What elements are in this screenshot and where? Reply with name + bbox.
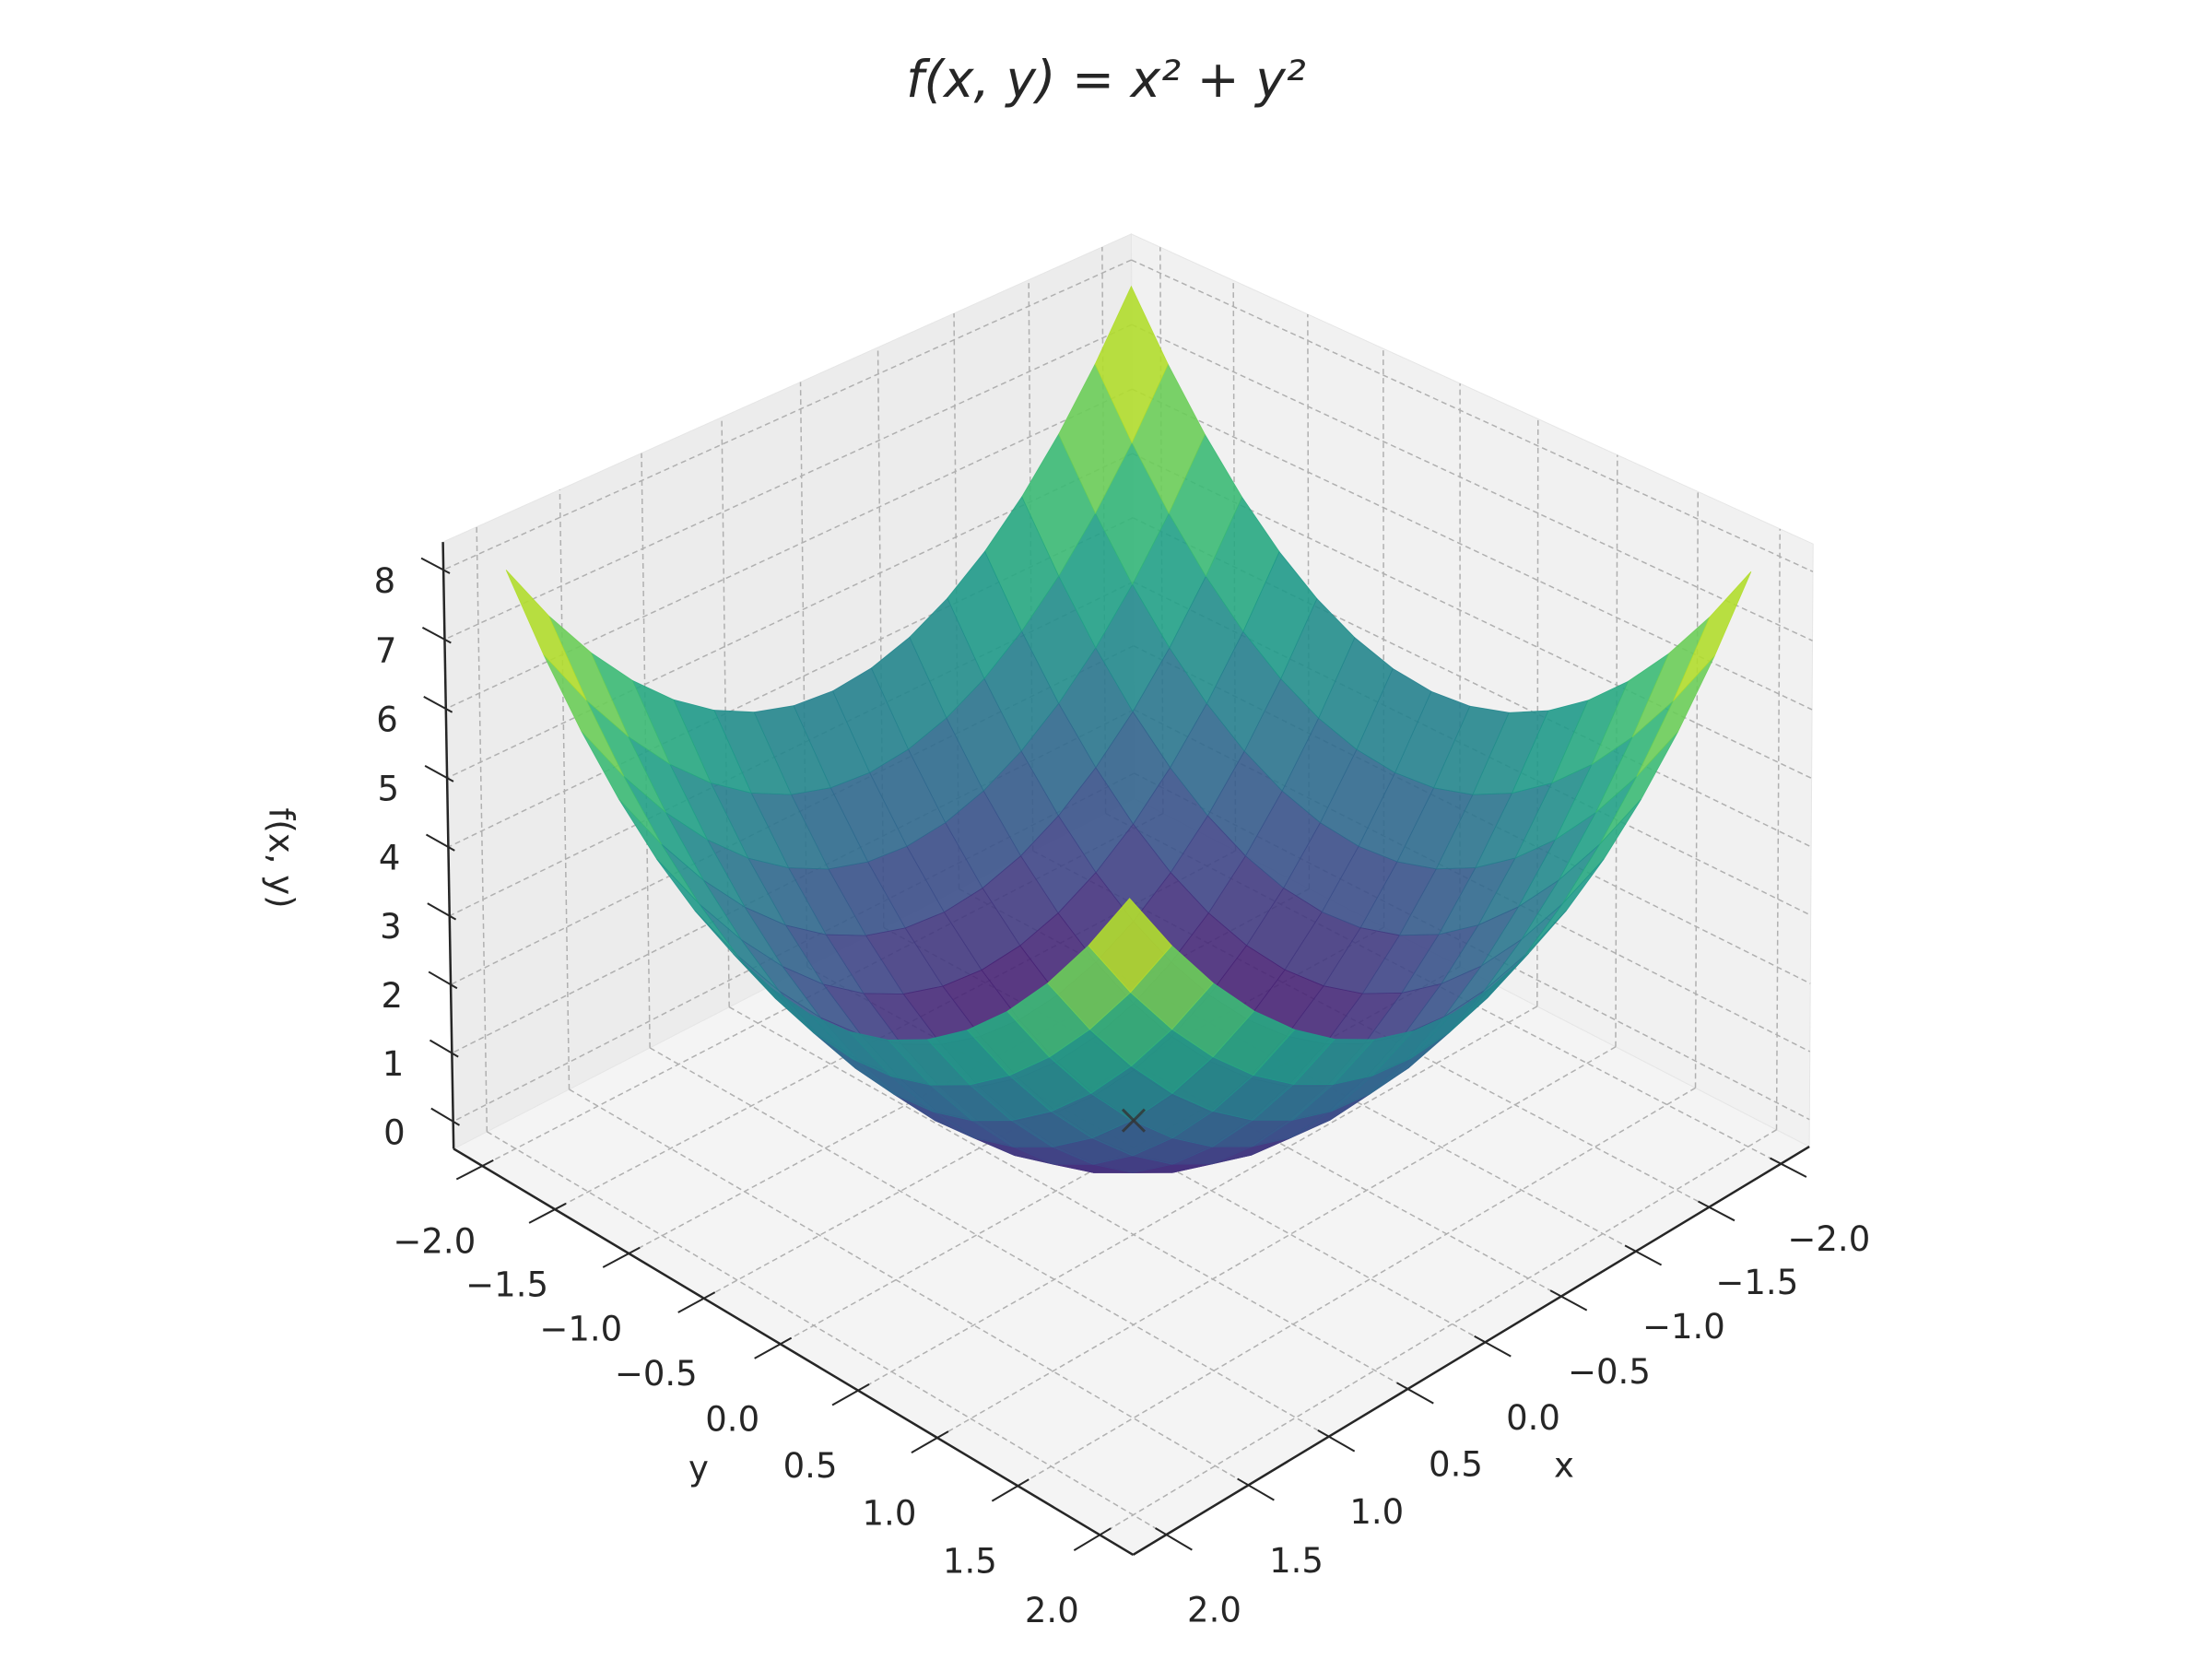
x-tick <box>1770 1157 1807 1178</box>
z-tick <box>423 696 453 713</box>
grid-line <box>1131 324 1813 641</box>
y-tick-label: 1.0 <box>863 1493 917 1533</box>
z-tick-label: 6 <box>376 700 398 740</box>
grid-line <box>959 888 1637 1253</box>
x-axis-line <box>1132 1146 1810 1556</box>
x-tick-label: −2.0 <box>1787 1219 1870 1259</box>
grid-line <box>569 1088 1249 1487</box>
y-tick <box>455 1159 494 1181</box>
z-tick <box>428 971 458 990</box>
x-tick <box>1237 1477 1275 1501</box>
y-tick-label: −2.0 <box>393 1222 476 1262</box>
y-tick <box>831 1383 870 1406</box>
grid-line <box>857 1006 1538 1392</box>
x-tick <box>1474 1335 1512 1358</box>
y-tick-label: −1.5 <box>465 1265 548 1305</box>
grid-line <box>1133 581 1812 916</box>
x-tick <box>1624 1244 1663 1266</box>
z-tick-label: 2 <box>381 976 403 1016</box>
z-tick-label: 0 <box>383 1112 406 1152</box>
x-tick-label: 0.5 <box>1429 1444 1483 1484</box>
y-tick <box>528 1202 567 1224</box>
z-tick <box>420 557 451 574</box>
y-tick-label: 1.5 <box>943 1542 997 1582</box>
y-tick-label: 0.0 <box>705 1400 759 1440</box>
x-tick-label: 0.0 <box>1506 1398 1560 1438</box>
z-tick-label: 1 <box>382 1044 405 1084</box>
grid-line <box>1099 1129 1777 1535</box>
grid-line <box>649 1047 1330 1438</box>
x-tick-label: 1.0 <box>1349 1492 1404 1532</box>
grid-line <box>1132 453 1812 780</box>
x-axis-label: x <box>1554 1446 1574 1486</box>
z-tick-label: 8 <box>374 561 396 601</box>
x-tick-label: −0.5 <box>1568 1352 1651 1392</box>
x-tick <box>1549 1289 1588 1312</box>
grid-line <box>442 259 1132 571</box>
y-axis-line <box>453 1147 1135 1556</box>
z-tick-label: 5 <box>378 770 400 809</box>
grid-line <box>721 417 730 1007</box>
grid-line <box>559 489 571 1089</box>
marker-stroke <box>1121 1108 1147 1133</box>
surface-face <box>1673 571 1752 701</box>
z-tick <box>430 1107 461 1126</box>
x-tick <box>1396 1382 1434 1405</box>
z-tick <box>429 1039 459 1058</box>
surface-face <box>505 570 587 700</box>
y-tick <box>677 1291 716 1313</box>
x-tick <box>1698 1200 1735 1222</box>
y-tick-label: −1.0 <box>539 1309 622 1348</box>
x-tick <box>1155 1527 1193 1551</box>
grid-line <box>1775 528 1781 1130</box>
z-axis-label: f(x, y) <box>262 807 301 908</box>
z-tick <box>424 764 454 782</box>
z-tick <box>421 626 452 644</box>
z-tick-label: 4 <box>379 839 401 878</box>
y-tick <box>1073 1527 1112 1551</box>
marker-point <box>1121 1108 1147 1133</box>
y-axis-label: y <box>688 1449 709 1488</box>
y-tick <box>602 1246 641 1268</box>
surface-face <box>1088 898 1172 994</box>
y-tick-label: 0.5 <box>783 1446 838 1486</box>
x-tick-label: 2.0 <box>1187 1591 1241 1630</box>
z-tick <box>425 833 455 852</box>
grid-line <box>1131 388 1813 711</box>
surface-face <box>1094 285 1169 444</box>
grid-line <box>1132 517 1812 848</box>
z-tick <box>427 902 457 921</box>
x-tick-label: −1.0 <box>1642 1307 1725 1347</box>
x-tick <box>1317 1430 1356 1453</box>
grid-line <box>446 453 1134 779</box>
grid-line <box>444 324 1133 641</box>
grid-line <box>1694 491 1700 1088</box>
grid-line <box>486 1131 1167 1535</box>
grid-line <box>936 1046 1617 1439</box>
grid-line <box>1131 259 1814 572</box>
y-tick-label: −0.5 <box>615 1354 698 1394</box>
chart-title: f(x, y) = x² + y² <box>906 50 1306 109</box>
x-tick-label: −1.5 <box>1715 1263 1798 1302</box>
y-tick <box>911 1430 949 1453</box>
y-tick <box>754 1336 793 1359</box>
z-tick-label: 3 <box>380 907 402 947</box>
grid-line <box>448 517 1134 848</box>
x-tick-label: 1.5 <box>1269 1541 1324 1581</box>
grid-line <box>1536 418 1539 1006</box>
y-tick <box>991 1478 1030 1502</box>
grid-line <box>1017 1087 1696 1487</box>
z-tick-label: 7 <box>375 630 397 670</box>
grid-line <box>554 850 1236 1210</box>
y-tick-label: 2.0 <box>1025 1591 1079 1630</box>
z-axis-line <box>441 542 455 1149</box>
grid-line <box>728 1006 1408 1390</box>
